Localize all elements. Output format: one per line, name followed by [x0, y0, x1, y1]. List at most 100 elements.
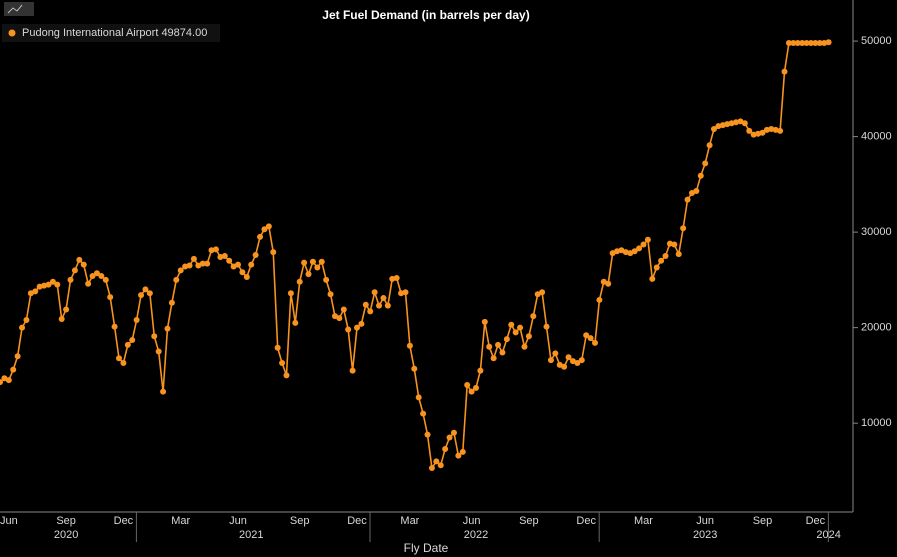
data-point	[459, 448, 466, 455]
data-point	[706, 142, 713, 149]
x-tick-label: Mar	[634, 515, 653, 527]
x-tick-label: Sep	[519, 515, 539, 527]
data-point	[116, 355, 122, 362]
data-point	[67, 276, 74, 283]
data-point	[221, 253, 228, 259]
x-tick-label: Dec	[576, 515, 596, 527]
data-point	[89, 273, 96, 280]
data-point	[746, 127, 753, 134]
data-point	[204, 260, 211, 267]
x-tick-label: Dec	[806, 515, 826, 527]
data-point	[684, 196, 691, 203]
data-point	[517, 324, 524, 331]
data-point	[561, 363, 568, 370]
data-point	[605, 280, 612, 287]
data-point	[98, 273, 105, 280]
legend-name: Pudong International Airport	[22, 27, 158, 39]
data-point	[164, 325, 171, 332]
data-point	[799, 39, 806, 46]
data-point	[248, 261, 255, 268]
data-point	[190, 255, 197, 262]
data-point	[521, 343, 528, 350]
data-point	[212, 246, 219, 253]
data-point	[19, 324, 26, 331]
data-point	[592, 339, 598, 346]
data-point	[499, 349, 506, 356]
data-point	[406, 342, 413, 349]
x-tick-label: Sep	[56, 515, 76, 527]
data-point	[653, 264, 660, 271]
data-point	[658, 257, 665, 264]
data-point	[816, 39, 823, 46]
data-point	[186, 262, 193, 269]
data-point	[49, 278, 56, 285]
data-point	[107, 294, 114, 301]
y-tick-label: 30000	[861, 226, 892, 238]
data-point	[160, 388, 167, 395]
data-point	[314, 264, 321, 271]
data-point	[442, 445, 449, 452]
data-point	[76, 256, 83, 263]
legend-box	[2, 24, 220, 42]
data-point	[323, 276, 330, 283]
year-label: 2023	[693, 529, 717, 541]
data-point	[354, 324, 360, 331]
data-point	[265, 223, 272, 230]
data-point	[305, 271, 312, 278]
data-point	[279, 359, 286, 366]
data-point	[662, 253, 669, 259]
data-point	[296, 278, 303, 285]
data-point	[58, 316, 65, 323]
data-point	[151, 333, 158, 340]
y-tick-label: 50000	[861, 35, 892, 47]
data-point	[129, 337, 136, 344]
data-point	[583, 332, 590, 339]
legend-marker	[8, 29, 16, 37]
data-point	[552, 350, 559, 357]
data-point	[243, 274, 250, 281]
x-tick-label: Mar	[171, 515, 190, 527]
year-label: 2024	[816, 529, 840, 541]
data-point	[252, 252, 259, 259]
data-point	[631, 248, 638, 255]
data-point	[402, 289, 409, 296]
data-point	[235, 261, 241, 268]
data-point	[525, 333, 532, 340]
x-tick-label: Jun	[229, 515, 247, 527]
data-point	[781, 68, 788, 75]
data-point	[327, 291, 334, 298]
data-point	[636, 245, 643, 252]
year-label: 2020	[54, 529, 78, 541]
data-point	[85, 280, 92, 287]
data-point	[433, 458, 440, 465]
data-point	[111, 323, 118, 330]
data-point	[481, 318, 488, 325]
data-point	[23, 317, 30, 323]
data-point	[596, 296, 603, 303]
data-point	[702, 160, 709, 167]
data-point	[168, 299, 175, 306]
data-point	[199, 260, 206, 267]
data-point	[578, 357, 585, 364]
data-point	[380, 295, 387, 302]
data-point	[138, 292, 145, 299]
data-point	[358, 320, 365, 327]
x-tick-label: Jun	[696, 515, 714, 527]
data-point	[93, 270, 100, 277]
data-point	[512, 329, 519, 336]
data-point	[821, 39, 828, 46]
data-point	[812, 39, 819, 46]
data-point	[309, 258, 316, 265]
data-point	[424, 431, 431, 438]
data-point	[32, 288, 39, 295]
data-point	[530, 313, 537, 320]
data-point	[649, 275, 656, 282]
data-point	[807, 39, 814, 46]
data-point	[420, 410, 427, 417]
data-point	[675, 251, 682, 258]
data-point	[415, 394, 422, 401]
data-point	[547, 357, 554, 364]
data-point	[693, 188, 700, 195]
data-point	[495, 341, 502, 348]
data-point	[80, 261, 87, 268]
